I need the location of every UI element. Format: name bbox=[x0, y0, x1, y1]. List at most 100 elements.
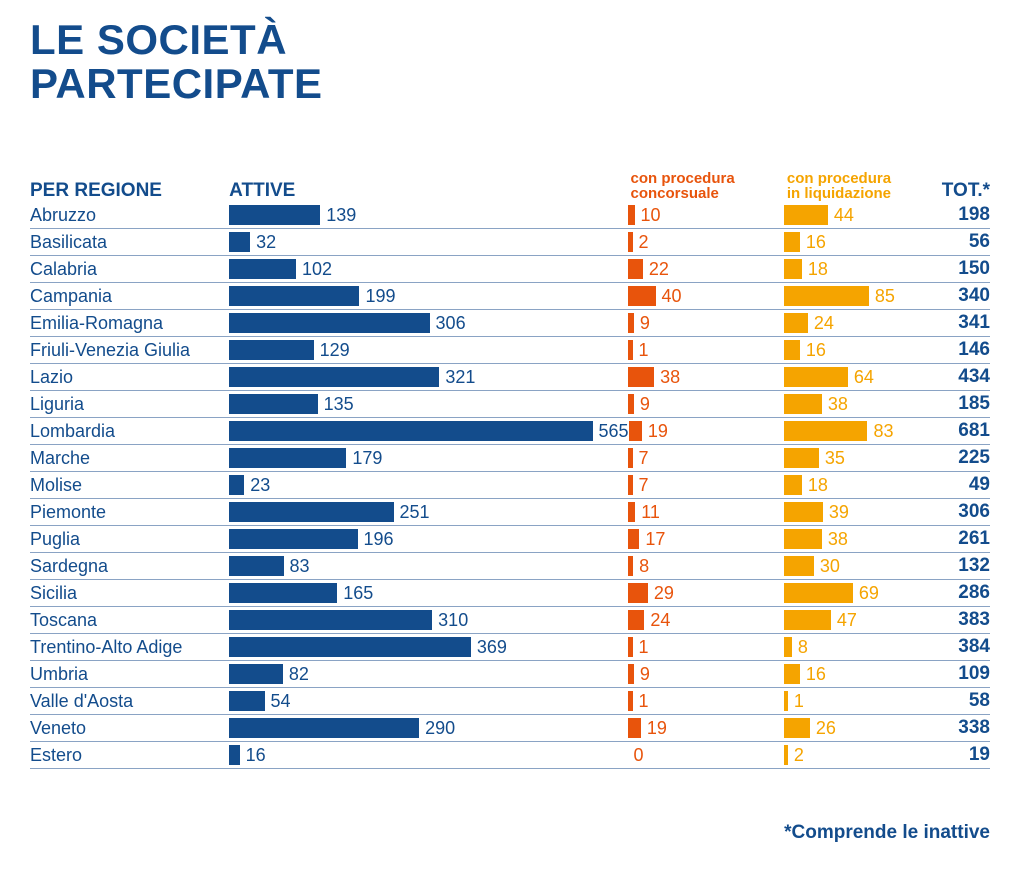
attive-value: 102 bbox=[296, 259, 332, 280]
liquidazione-cell: 83 bbox=[784, 418, 940, 444]
header-region: PER REGIONE bbox=[30, 180, 229, 202]
concorsuale-cell: 1 bbox=[628, 337, 784, 363]
liquidazione-cell: 16 bbox=[784, 229, 940, 255]
attive-value: 199 bbox=[359, 286, 395, 307]
title-line-2: PARTECIPATE bbox=[30, 60, 323, 107]
region-name: Puglia bbox=[30, 529, 229, 550]
header-attive: ATTIVE bbox=[229, 180, 627, 202]
attive-cell: 179 bbox=[229, 445, 627, 471]
attive-bar bbox=[229, 637, 471, 657]
concorsuale-bar bbox=[628, 367, 655, 387]
tot-value: 384 bbox=[940, 636, 990, 658]
concorsuale-bar bbox=[628, 583, 648, 603]
tot-value: 150 bbox=[940, 258, 990, 280]
table-row: Campania1994085340 bbox=[30, 283, 990, 310]
concorsuale-cell: 2 bbox=[628, 229, 784, 255]
concorsuale-value: 10 bbox=[635, 205, 661, 226]
concorsuale-value: 8 bbox=[633, 556, 649, 577]
region-name: Friuli-Venezia Giulia bbox=[30, 340, 229, 361]
attive-cell: 82 bbox=[229, 661, 627, 687]
region-name: Estero bbox=[30, 745, 229, 766]
attive-cell: 102 bbox=[229, 256, 627, 282]
tot-value: 681 bbox=[940, 420, 990, 442]
attive-bar bbox=[229, 610, 432, 630]
concorsuale-value: 1 bbox=[633, 340, 649, 361]
attive-cell: 251 bbox=[229, 499, 627, 525]
concorsuale-bar bbox=[628, 205, 635, 225]
concorsuale-value: 17 bbox=[639, 529, 665, 550]
liquidazione-value: 26 bbox=[810, 718, 836, 739]
attive-value: 321 bbox=[439, 367, 475, 388]
attive-cell: 565 bbox=[229, 418, 629, 444]
liquidazione-bar bbox=[784, 583, 853, 603]
concorsuale-value: 9 bbox=[634, 394, 650, 415]
concorsuale-value: 11 bbox=[635, 502, 660, 523]
region-name: Basilicata bbox=[30, 232, 229, 253]
attive-cell: 165 bbox=[229, 580, 627, 606]
concorsuale-cell: 9 bbox=[628, 661, 784, 687]
liquidazione-bar bbox=[784, 313, 808, 333]
header-concorsuale-l2: concorsuale bbox=[631, 185, 719, 202]
header-concorsuale: con procedura concorsuale bbox=[628, 171, 784, 203]
attive-bar bbox=[229, 367, 439, 387]
region-name: Lombardia bbox=[30, 421, 229, 442]
region-name: Abruzzo bbox=[30, 205, 229, 226]
liquidazione-bar bbox=[784, 475, 802, 495]
attive-value: 83 bbox=[284, 556, 310, 577]
attive-bar bbox=[229, 448, 346, 468]
liquidazione-value: 30 bbox=[814, 556, 840, 577]
liquidazione-cell: 38 bbox=[784, 526, 940, 552]
liquidazione-bar bbox=[784, 259, 802, 279]
concorsuale-cell: 24 bbox=[628, 607, 784, 633]
liquidazione-bar bbox=[784, 556, 814, 576]
table-row: Emilia-Romagna306924341 bbox=[30, 310, 990, 337]
table-row: Abruzzo1391044198 bbox=[30, 202, 990, 229]
tot-value: 286 bbox=[940, 582, 990, 604]
attive-bar bbox=[229, 529, 357, 549]
concorsuale-cell: 7 bbox=[628, 445, 784, 471]
concorsuale-value: 38 bbox=[654, 367, 680, 388]
liquidazione-value: 16 bbox=[800, 340, 826, 361]
liquidazione-bar bbox=[784, 718, 810, 738]
liquidazione-bar bbox=[784, 232, 800, 252]
region-name: Veneto bbox=[30, 718, 229, 739]
concorsuale-value: 19 bbox=[641, 718, 667, 739]
liquidazione-cell: 18 bbox=[784, 256, 940, 282]
liquidazione-bar bbox=[784, 529, 822, 549]
liquidazione-cell: 8 bbox=[784, 634, 940, 660]
liquidazione-cell: 44 bbox=[784, 202, 940, 228]
region-name: Piemonte bbox=[30, 502, 229, 523]
attive-bar bbox=[229, 232, 250, 252]
tot-value: 185 bbox=[940, 393, 990, 415]
table-row: Friuli-Venezia Giulia129116146 bbox=[30, 337, 990, 364]
concorsuale-cell: 8 bbox=[628, 553, 784, 579]
concorsuale-cell: 9 bbox=[628, 310, 784, 336]
attive-cell: 199 bbox=[229, 283, 627, 309]
liquidazione-bar bbox=[784, 367, 848, 387]
table-row: Liguria135938185 bbox=[30, 391, 990, 418]
concorsuale-cell: 19 bbox=[629, 418, 785, 444]
attive-value: 32 bbox=[250, 232, 276, 253]
rows-container: Abruzzo1391044198Basilicata3221656Calabr… bbox=[30, 202, 990, 769]
table-row: Sardegna83830132 bbox=[30, 553, 990, 580]
concorsuale-value: 7 bbox=[633, 475, 649, 496]
liquidazione-cell: 35 bbox=[784, 445, 940, 471]
liquidazione-cell: 39 bbox=[784, 499, 940, 525]
liquidazione-bar bbox=[784, 394, 822, 414]
concorsuale-cell: 10 bbox=[628, 202, 784, 228]
liquidazione-cell: 1 bbox=[784, 688, 940, 714]
region-name: Toscana bbox=[30, 610, 229, 631]
concorsuale-value: 7 bbox=[633, 448, 649, 469]
attive-cell: 32 bbox=[229, 229, 627, 255]
liquidazione-cell: 16 bbox=[784, 661, 940, 687]
table-row: Umbria82916109 bbox=[30, 661, 990, 688]
attive-cell: 16 bbox=[229, 742, 627, 768]
page-title: LE SOCIETÀ PARTECIPATE bbox=[30, 18, 994, 106]
concorsuale-cell: 38 bbox=[628, 364, 784, 390]
tot-value: 19 bbox=[940, 744, 990, 766]
chart-container: PER REGIONE ATTIVE con procedura concors… bbox=[30, 154, 990, 769]
tot-value: 338 bbox=[940, 717, 990, 739]
liquidazione-bar bbox=[784, 340, 800, 360]
attive-cell: 310 bbox=[229, 607, 627, 633]
liquidazione-value: 16 bbox=[800, 664, 826, 685]
